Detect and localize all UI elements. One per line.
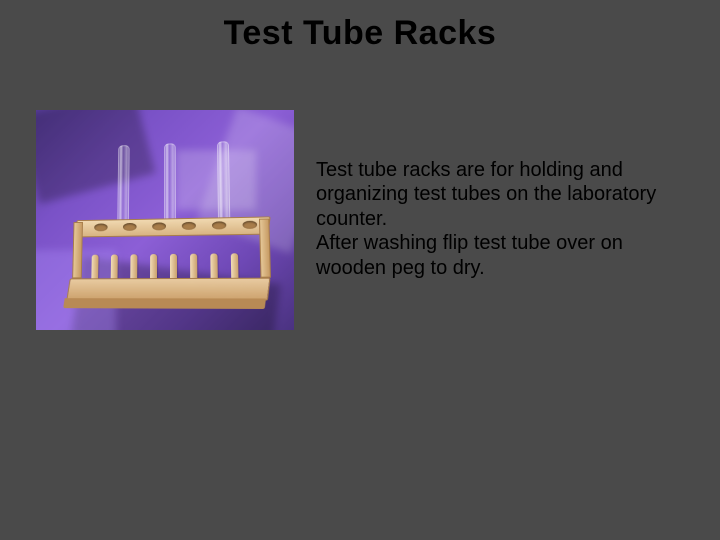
slide-title: Test Tube Racks	[0, 14, 720, 53]
body-paragraph-1: Test tube racks are for holding and orga…	[316, 158, 686, 231]
test-tube-icon	[117, 145, 129, 231]
test-tube-icon	[217, 141, 230, 229]
slide-body: Test tube racks are for holding and orga…	[316, 158, 686, 280]
test-tube-rack-illustration	[68, 189, 270, 312]
rack-photo	[36, 110, 294, 330]
body-paragraph-2: After washing flip test tube over on woo…	[316, 231, 686, 280]
test-tube-icon	[164, 143, 176, 230]
